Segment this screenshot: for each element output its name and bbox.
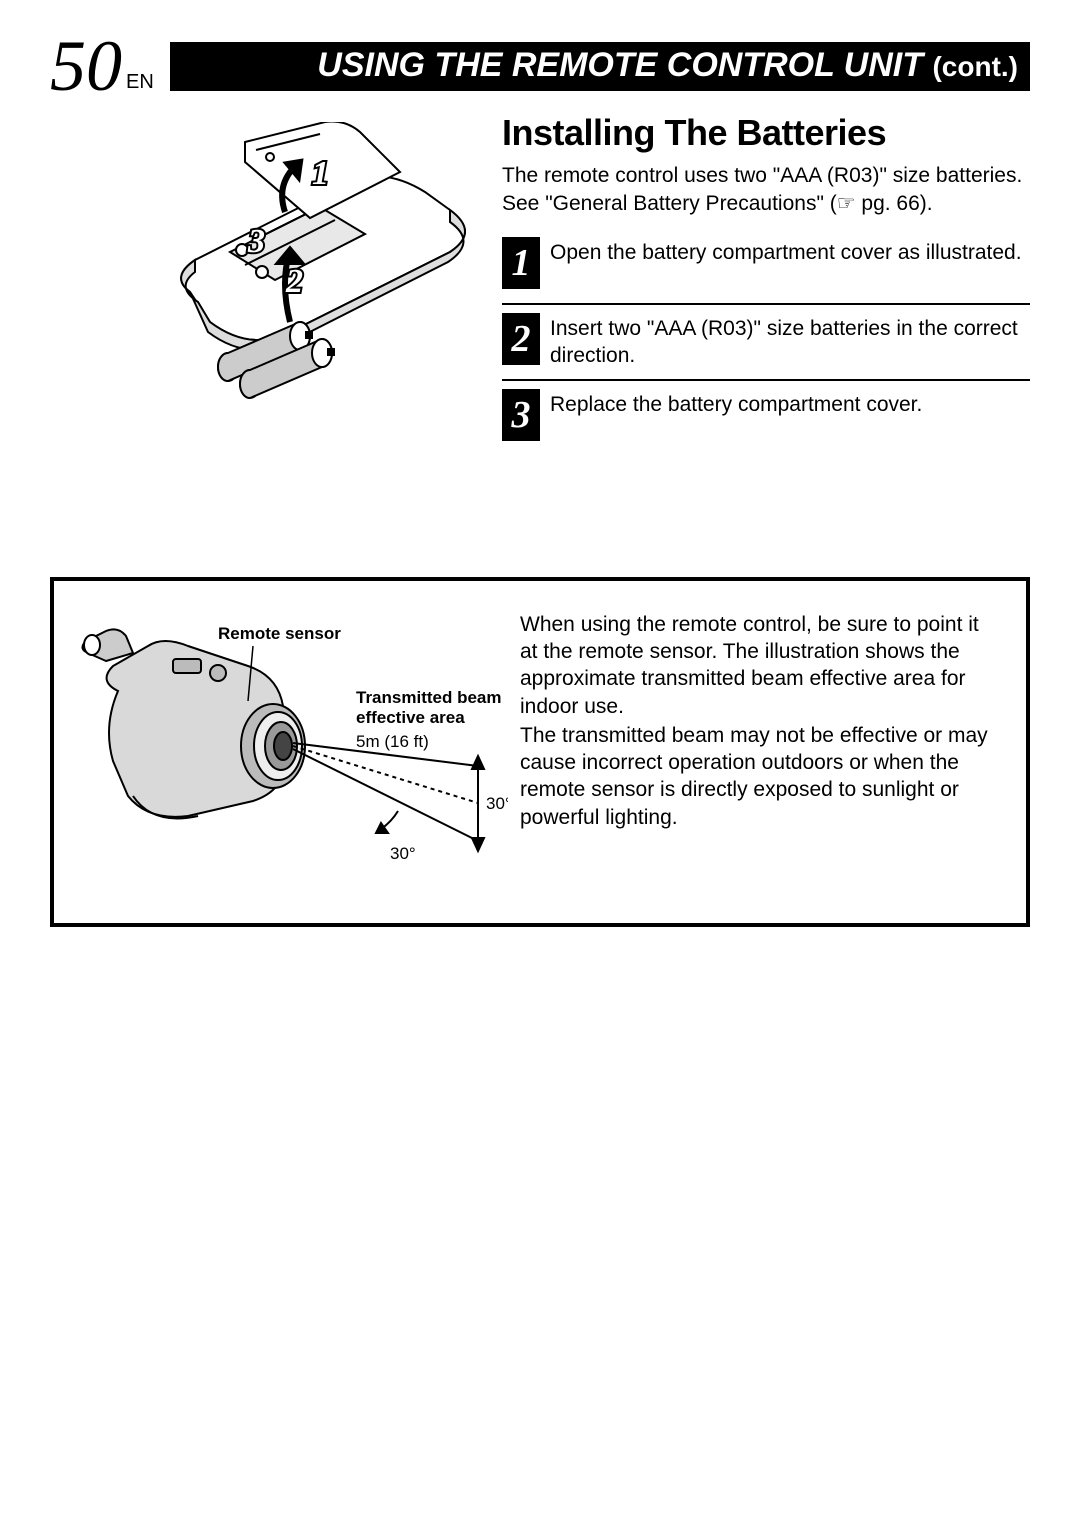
- camcorder-drawing: Remote sensor Transmitted beam effective…: [78, 611, 508, 891]
- usage-text: When using the remote control, be sure t…: [508, 611, 1002, 891]
- page-number: 50: [50, 30, 122, 102]
- remote-drawing: 1 3 2: [150, 122, 490, 422]
- divider: [502, 379, 1030, 381]
- illus-step-3: 3: [247, 223, 265, 260]
- label-angle-top: 30°: [486, 794, 508, 813]
- page-header: 50 EN USING THE REMOTE CONTROL UNIT (con…: [50, 30, 1030, 102]
- illus-step-2: 2: [285, 263, 303, 300]
- top-section: 1 3 2 Installing The Batteries: [50, 112, 1030, 447]
- label-distance: 5m (16 ft): [356, 732, 429, 751]
- manual-page: 50 EN USING THE REMOTE CONTROL UNIT (con…: [0, 0, 1080, 1533]
- camcorder-illustration: Remote sensor Transmitted beam effective…: [78, 611, 508, 891]
- section-title-cont: (cont.): [932, 51, 1018, 82]
- page-language: EN: [126, 71, 154, 94]
- step-text-3: Replace the battery compartment cover.: [550, 389, 1030, 418]
- label-beam-1: Transmitted beam: [356, 688, 502, 707]
- step-number-2: 2: [502, 313, 540, 365]
- usage-para-1: When using the remote control, be sure t…: [520, 611, 1002, 720]
- step-number-3: 3: [502, 389, 540, 441]
- instructions-column: Installing The Batteries The remote cont…: [490, 112, 1030, 447]
- section-title-text: USING THE REMOTE CONTROL UNIT: [317, 46, 923, 84]
- label-beam-2: effective area: [356, 708, 465, 727]
- battery-illustration: 1 3 2: [50, 112, 490, 432]
- step-3: 3 Replace the battery compartment cover.: [502, 389, 1030, 447]
- illus-step-1: 1: [312, 155, 329, 192]
- usage-para-2: The transmitted beam may not be effectiv…: [520, 722, 1002, 831]
- section-title-bar: USING THE REMOTE CONTROL UNIT (cont.): [170, 42, 1030, 91]
- divider: [502, 303, 1030, 305]
- intro-paragraph: The remote control uses two "AAA (R03)" …: [502, 162, 1030, 219]
- step-text-1: Open the battery compartment cover as il…: [550, 237, 1030, 266]
- step-1: 1 Open the battery compartment cover as …: [502, 237, 1030, 295]
- label-remote-sensor: Remote sensor: [218, 624, 341, 643]
- usage-box: Remote sensor Transmitted beam effective…: [50, 577, 1030, 927]
- step-2: 2 Insert two "AAA (R03)" size batteries …: [502, 313, 1030, 371]
- section-heading: Installing The Batteries: [502, 112, 1030, 154]
- step-text-2: Insert two "AAA (R03)" size batteries in…: [550, 313, 1030, 370]
- step-number-1: 1: [502, 237, 540, 289]
- label-angle-bottom: 30°: [390, 844, 416, 863]
